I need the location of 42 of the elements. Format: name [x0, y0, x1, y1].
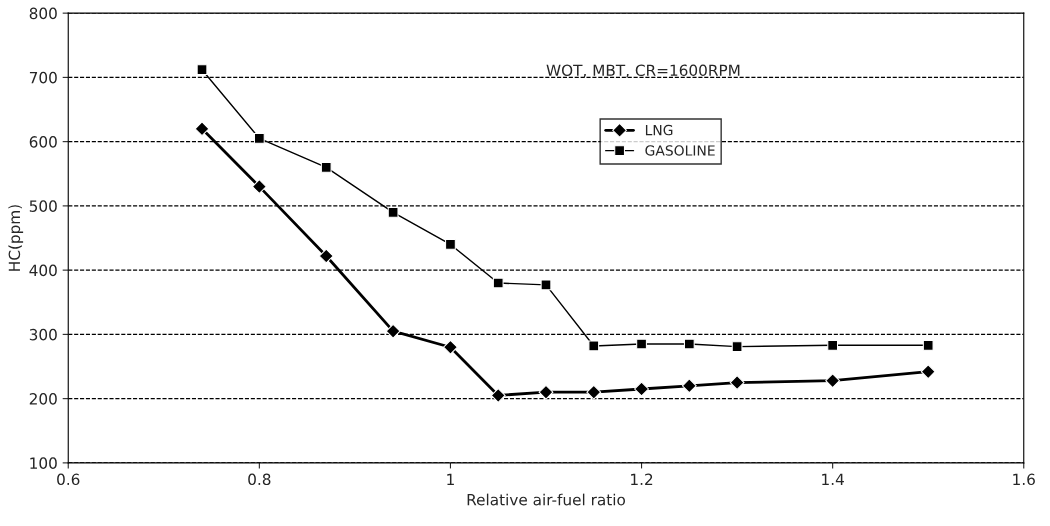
point — [538, 384, 554, 400]
point — [731, 341, 743, 352]
point — [825, 373, 841, 389]
point — [445, 239, 456, 250]
y-tick-label: 300 — [29, 328, 57, 341]
point — [385, 323, 401, 339]
point — [683, 338, 695, 350]
y-tick-label: 600 — [29, 136, 57, 148]
x-tick-label: 1.6 — [1013, 473, 1035, 486]
point — [588, 340, 600, 352]
point — [318, 248, 334, 264]
point — [443, 339, 458, 355]
y-tick-label: 200 — [29, 393, 57, 405]
point — [681, 378, 697, 394]
point — [194, 121, 210, 137]
point — [253, 133, 265, 144]
point — [634, 381, 649, 397]
y-tick-label: 700 — [29, 71, 57, 84]
y-tick-label: 400 — [29, 264, 57, 277]
legend-label: GASOLINE — [645, 145, 715, 156]
y-tick-label: 800 — [29, 7, 57, 20]
x-tick-label: 1.2 — [631, 473, 653, 485]
legend-label: LNG — [645, 124, 673, 136]
y-tick-label: 100 — [30, 457, 57, 469]
annotation: WOT, MBT, CR=1600RPM — [546, 64, 740, 78]
y-axis-title: HC(ppm) — [8, 205, 24, 271]
x-tick-label: 0.8 — [248, 473, 271, 486]
point — [586, 384, 602, 400]
x-axis-title: Relative air-fuel ratio — [467, 493, 626, 506]
y-tick-label: 500 — [29, 200, 57, 212]
x-tick-label: 1.4 — [822, 473, 844, 485]
point — [729, 375, 745, 390]
x-tick-label: 0.6 — [57, 473, 80, 486]
point — [636, 338, 647, 350]
point — [196, 64, 208, 76]
point — [251, 179, 267, 195]
point — [827, 339, 839, 351]
point — [490, 388, 506, 403]
point — [920, 364, 936, 380]
point — [387, 206, 399, 218]
x-tick-label: 1 — [447, 473, 454, 485]
point — [492, 277, 504, 289]
